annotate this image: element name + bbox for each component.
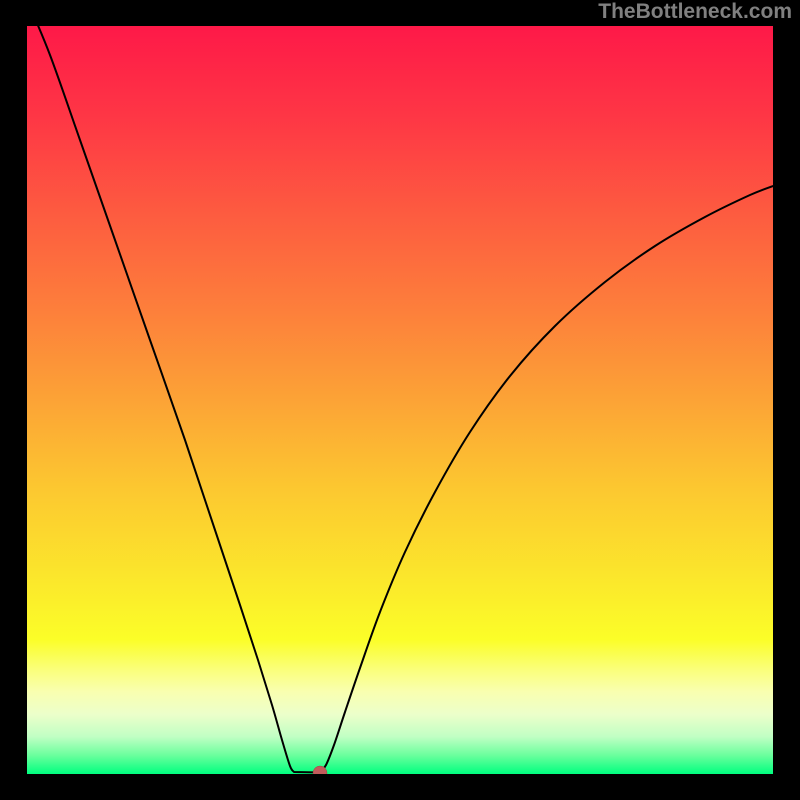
bottleneck-chart (0, 0, 800, 800)
gradient-background (27, 26, 773, 774)
watermark-label: TheBottleneck.com (598, 0, 792, 24)
chart-container: TheBottleneck.com (0, 0, 800, 800)
